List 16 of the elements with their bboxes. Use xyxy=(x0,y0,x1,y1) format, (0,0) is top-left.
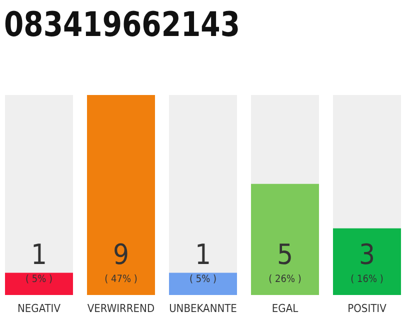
x-tick-label: VERWIRREND xyxy=(87,302,155,315)
annotation: ( 16% ) xyxy=(350,274,384,285)
annotation: ( 5% ) xyxy=(189,274,217,285)
data-label: 5 xyxy=(276,238,294,271)
annotation: ( 47% ) xyxy=(104,274,138,285)
x-tick-label: EGAL xyxy=(272,302,299,315)
data-label: 3 xyxy=(358,238,376,271)
chart-title: 083419662143 xyxy=(4,5,260,45)
annotation: ( 26% ) xyxy=(268,274,302,285)
data-label: 1 xyxy=(194,238,212,271)
x-tick-label: POSITIV xyxy=(348,302,387,315)
x-tick-label: UNBEKANNTE xyxy=(169,302,237,315)
annotation: ( 5% ) xyxy=(25,274,53,285)
data-label: 9 xyxy=(112,238,130,271)
data-label: 1 xyxy=(30,238,48,271)
x-tick-label: NEGATIV xyxy=(18,302,61,315)
